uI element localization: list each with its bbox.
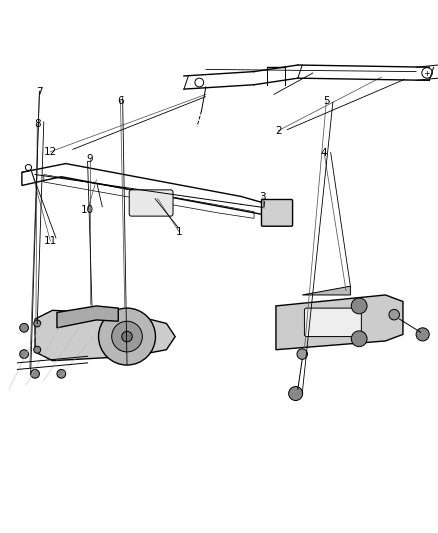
Circle shape — [31, 369, 39, 378]
Polygon shape — [302, 286, 350, 295]
Text: 9: 9 — [86, 154, 93, 164]
Polygon shape — [276, 295, 403, 350]
Circle shape — [351, 298, 367, 314]
Text: 4: 4 — [321, 148, 328, 158]
Circle shape — [34, 346, 41, 353]
Text: 2: 2 — [275, 126, 282, 136]
Circle shape — [351, 331, 367, 346]
Text: 5: 5 — [323, 96, 330, 107]
Text: 6: 6 — [117, 96, 124, 106]
Circle shape — [99, 308, 155, 365]
Text: 12: 12 — [44, 147, 57, 157]
Circle shape — [289, 386, 303, 400]
Text: 1: 1 — [176, 228, 183, 237]
Text: 11: 11 — [44, 236, 57, 246]
Circle shape — [20, 324, 28, 332]
Circle shape — [34, 320, 41, 327]
Polygon shape — [57, 306, 118, 328]
Circle shape — [389, 310, 399, 320]
Polygon shape — [35, 310, 175, 361]
Text: 3: 3 — [259, 192, 266, 203]
Circle shape — [297, 349, 307, 359]
Circle shape — [112, 321, 142, 352]
FancyBboxPatch shape — [261, 199, 293, 226]
Circle shape — [57, 369, 66, 378]
Text: 8: 8 — [34, 119, 41, 129]
Circle shape — [416, 328, 429, 341]
FancyBboxPatch shape — [129, 190, 173, 216]
Circle shape — [122, 332, 132, 342]
Circle shape — [20, 350, 28, 359]
FancyBboxPatch shape — [304, 308, 361, 336]
Text: 10: 10 — [81, 205, 94, 215]
Text: 7: 7 — [36, 87, 43, 97]
